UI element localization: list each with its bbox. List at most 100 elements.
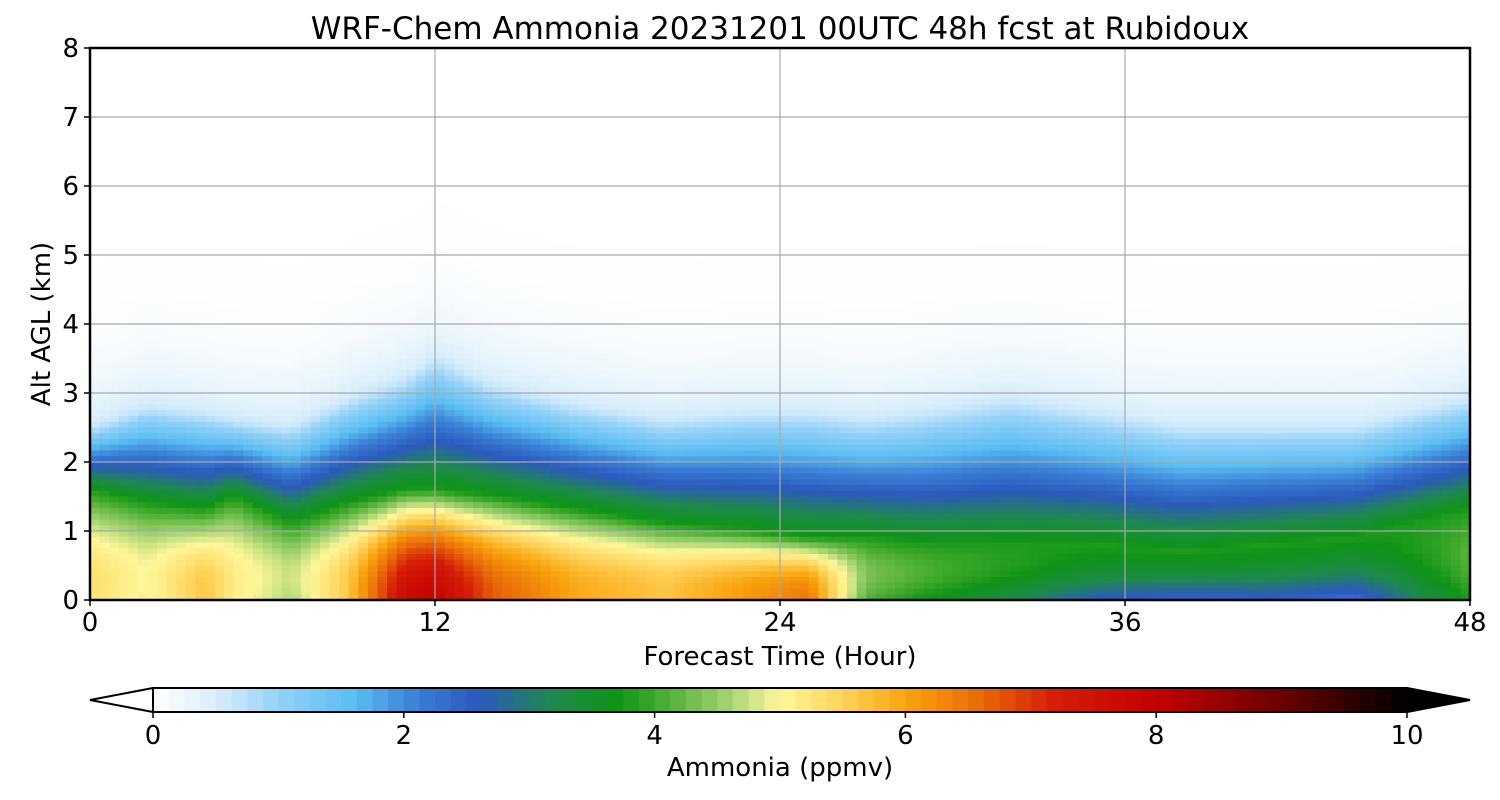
field-cell [578, 444, 589, 452]
field-cell [329, 163, 340, 170]
field-cell [550, 243, 561, 250]
field-cell [387, 145, 398, 153]
field-cell [185, 421, 197, 429]
field-cell [463, 312, 474, 319]
field-cell [358, 157, 369, 164]
field-cell [195, 450, 206, 457]
field-cell [109, 232, 120, 239]
field-cell [262, 65, 273, 72]
field-cell [578, 490, 589, 498]
field-cell [281, 335, 292, 342]
field-cell [118, 134, 129, 141]
field-cell [176, 404, 187, 411]
field-cell [137, 71, 149, 78]
field-cell [252, 283, 264, 291]
field-cell [482, 295, 494, 302]
field-cell [157, 364, 168, 371]
field-cell [300, 260, 312, 268]
field-cell [147, 502, 158, 509]
field-cell [205, 594, 216, 600]
field-cell [243, 301, 254, 308]
field-cell [406, 105, 417, 112]
field-cell [348, 404, 359, 411]
field-cell [396, 485, 407, 492]
field-cell [147, 536, 158, 544]
field-cell [262, 513, 273, 521]
field-cell [300, 111, 312, 118]
field-cell [291, 502, 302, 509]
field-cell [530, 260, 542, 268]
field-cell [195, 421, 206, 429]
field-cell [578, 197, 589, 204]
field-cell [550, 186, 561, 193]
field-cell [272, 59, 283, 66]
field-cell [358, 122, 369, 130]
field-cell [128, 416, 139, 423]
field-cell [233, 214, 244, 222]
field-cell [339, 163, 350, 170]
field-cell [559, 352, 570, 360]
field-cell [492, 157, 503, 164]
field-cell [272, 145, 283, 153]
field-cell [90, 157, 101, 164]
field-cell [396, 416, 407, 423]
field-cell [166, 128, 177, 135]
field-cell [109, 272, 120, 279]
field-cell [233, 163, 244, 170]
field-cell [530, 111, 542, 118]
field-cell [281, 571, 292, 578]
field-cell [578, 145, 589, 153]
field-cell [511, 536, 522, 544]
field-cell [262, 48, 273, 55]
field-cell [358, 398, 369, 406]
field-cell [137, 203, 149, 210]
field-cell [415, 508, 427, 515]
field-cell [406, 306, 417, 314]
field-cell [358, 174, 369, 181]
field-cell [243, 531, 254, 538]
field-cell [176, 375, 187, 383]
field-cell [176, 278, 187, 285]
field-cell [550, 180, 561, 187]
field-cell [195, 387, 206, 394]
field-cell [406, 278, 417, 285]
field-cell [205, 490, 216, 498]
field-cell [578, 220, 589, 227]
field-cell [118, 278, 129, 285]
field-cell [137, 301, 149, 308]
field-cell [310, 312, 321, 319]
field-cell [118, 594, 129, 600]
field-cell [463, 128, 474, 135]
field-cell [435, 145, 446, 153]
field-cell [559, 439, 570, 446]
field-cell [185, 140, 197, 147]
field-cell [367, 220, 379, 227]
field-cell [252, 329, 264, 337]
field-cell [444, 364, 455, 371]
field-cell [530, 48, 542, 55]
field-cell [530, 341, 542, 348]
field-cell [195, 65, 206, 72]
field-cell [243, 289, 254, 296]
field-cell [550, 467, 561, 475]
field-cell [492, 444, 503, 452]
field-cell [511, 122, 522, 130]
field-cell [473, 232, 484, 239]
field-cell [99, 295, 110, 302]
field-cell [387, 220, 398, 227]
field-cell [224, 301, 235, 308]
field-cell [329, 519, 340, 526]
field-cell [530, 525, 542, 532]
field-cell [387, 393, 398, 400]
field-cell [272, 588, 283, 595]
field-cell [367, 278, 379, 285]
field-cell [128, 145, 139, 153]
field-cell [329, 462, 340, 469]
field-cell [502, 370, 513, 377]
field-cell [118, 588, 129, 595]
field-cell [367, 214, 379, 222]
field-cell [415, 174, 427, 181]
field-cell [406, 88, 417, 95]
field-cell [387, 582, 398, 590]
field-cell [214, 232, 225, 239]
